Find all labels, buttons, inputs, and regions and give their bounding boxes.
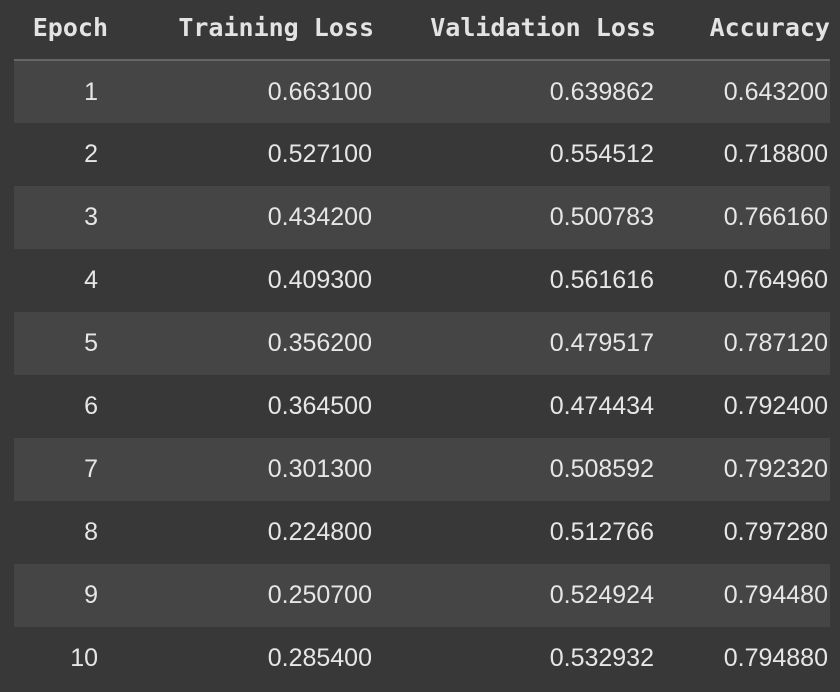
validation-loss-cell: 0.532932 <box>549 644 654 672</box>
epoch-cell: 5 <box>84 329 98 357</box>
epoch-cell: 6 <box>84 392 98 420</box>
accuracy-cell: 0.766160 <box>723 203 828 231</box>
epoch-cell: 1 <box>84 77 98 106</box>
table-row: 5 0.356200 0.479517 0.787120 <box>14 312 830 375</box>
validation-loss-cell: 0.561616 <box>549 266 654 294</box>
training-loss-cell: 0.364500 <box>267 392 372 420</box>
table-row: 3 0.434200 0.500783 0.766160 <box>14 186 830 249</box>
table-row: 7 0.301300 0.508592 0.792320 <box>14 438 830 501</box>
accuracy-cell: 0.797280 <box>723 518 828 546</box>
table-row: 1 0.663100 0.639862 0.643200 <box>14 60 830 123</box>
validation-loss-cell: 0.639862 <box>549 77 654 106</box>
validation-loss-cell: 0.474434 <box>549 392 654 420</box>
validation-loss-cell: 0.500783 <box>549 203 654 231</box>
accuracy-cell: 0.792400 <box>723 392 828 420</box>
training-loss-cell: 0.285400 <box>267 644 372 672</box>
column-header-validation-loss: Validation Loss <box>374 0 656 61</box>
epoch-cell: 8 <box>84 518 98 546</box>
table-row: 6 0.364500 0.474434 0.792400 <box>14 375 830 438</box>
epoch-cell: 7 <box>84 455 98 483</box>
table-row: 4 0.409300 0.561616 0.764960 <box>14 249 830 312</box>
table-row: 8 0.224800 0.512766 0.797280 <box>14 501 830 564</box>
training-loss-cell: 0.301300 <box>267 455 372 483</box>
table-row: 10 0.285400 0.532932 0.794880 <box>14 627 830 690</box>
validation-loss-cell: 0.524924 <box>549 581 654 609</box>
validation-loss-cell: 0.508592 <box>549 455 654 483</box>
header-row: Epoch Training Loss Validation Loss Accu… <box>14 0 830 61</box>
table-header: Epoch Training Loss Validation Loss Accu… <box>14 0 830 61</box>
epoch-cell: 3 <box>84 203 98 231</box>
accuracy-cell: 0.794480 <box>723 581 828 609</box>
validation-loss-cell: 0.554512 <box>549 140 654 168</box>
training-loss-cell: 0.224800 <box>267 518 372 546</box>
training-loss-cell: 0.250700 <box>267 581 372 609</box>
table-row: 2 0.527100 0.554512 0.718800 <box>14 123 830 186</box>
accuracy-cell: 0.794880 <box>723 644 828 672</box>
training-loss-cell: 0.409300 <box>267 266 372 294</box>
column-header-accuracy: Accuracy <box>656 0 830 61</box>
training-loss-cell: 0.663100 <box>267 77 372 106</box>
table-body: 1 0.663100 0.639862 0.643200 2 0.527100 0.5545… <box>14 60 830 690</box>
validation-loss-cell: 0.512766 <box>549 518 654 546</box>
table-row: 9 0.250700 0.524924 0.794480 <box>14 564 830 627</box>
epoch-cell: 10 <box>70 644 98 672</box>
training-metrics-table: Epoch Training Loss Validation Loss Accu… <box>14 0 830 690</box>
epoch-cell: 4 <box>84 266 98 294</box>
validation-loss-cell: 0.479517 <box>549 329 654 357</box>
epoch-cell: 2 <box>84 140 98 168</box>
column-header-training-loss: Training Loss <box>116 0 374 61</box>
accuracy-cell: 0.764960 <box>723 266 828 294</box>
epoch-cell: 9 <box>84 581 98 609</box>
training-loss-cell: 0.527100 <box>267 140 372 168</box>
training-loss-cell: 0.356200 <box>267 329 372 357</box>
training-loss-cell: 0.434200 <box>267 203 372 231</box>
accuracy-cell: 0.718800 <box>723 140 828 168</box>
accuracy-cell: 0.643200 <box>723 77 828 106</box>
column-header-epoch: Epoch <box>14 0 116 61</box>
accuracy-cell: 0.787120 <box>723 329 828 357</box>
accuracy-cell: 0.792320 <box>723 455 828 483</box>
